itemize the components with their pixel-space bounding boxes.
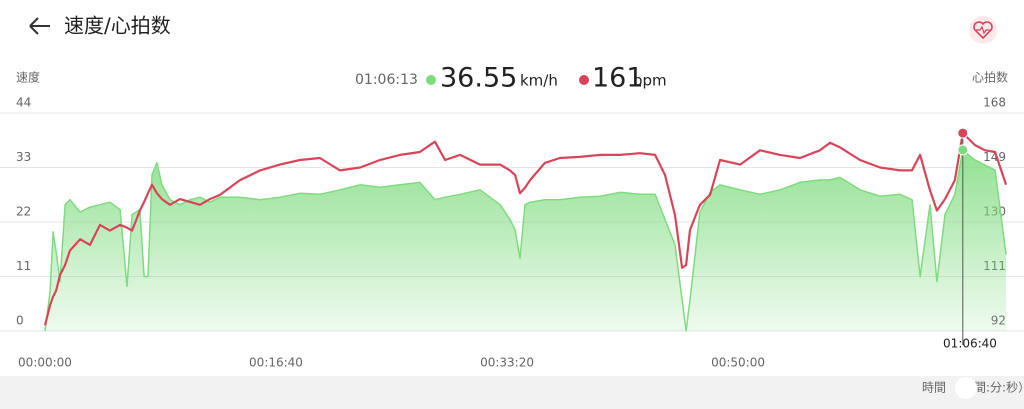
x-axis-title: 時間 [922,381,946,395]
cursor-label: 01:06:40 [943,337,997,351]
cursor-point [957,144,969,156]
readout-heart-rate: 161 [592,63,644,94]
scrub-handle[interactable] [955,377,977,399]
series-line [44,149,1007,332]
y2-tick-label: 149 [983,150,1006,164]
cursor-point [957,127,969,139]
page-title: 速度/心拍数 [64,14,171,38]
plot: 0112233449211113014916800:00:0000:16:400… [0,96,1024,370]
readout-time: 01:06:13 [355,72,418,88]
scrub-bar[interactable] [0,376,1024,409]
speed-area [45,149,1006,331]
heart-icon[interactable] [969,16,997,44]
readout-dot [426,75,436,85]
series-line [43,132,1008,326]
y2-axis-title: 心拍数 [972,70,1008,85]
readout-unit: km/h [520,72,558,90]
x-tick-label: 00:00:00 [18,356,72,370]
y-tick-label: 33 [16,150,31,164]
readout-unit: bpm [633,72,667,90]
x-tick-label: 00:50:00 [711,356,765,370]
x-tick-label: 00:16:40 [249,356,303,370]
readout-speed: 36.55 [440,63,517,94]
y-tick-label: 44 [16,96,31,110]
y2-tick-label: 168 [983,96,1006,110]
y-axis-title: 速度 [16,70,40,85]
x-tick-label: 00:33:20 [480,356,534,370]
y-tick-label: 0 [16,314,24,328]
y-tick-label: 22 [16,205,31,219]
y-tick-label: 11 [16,259,31,273]
readout-dot [579,75,589,85]
back-button[interactable] [29,17,50,35]
